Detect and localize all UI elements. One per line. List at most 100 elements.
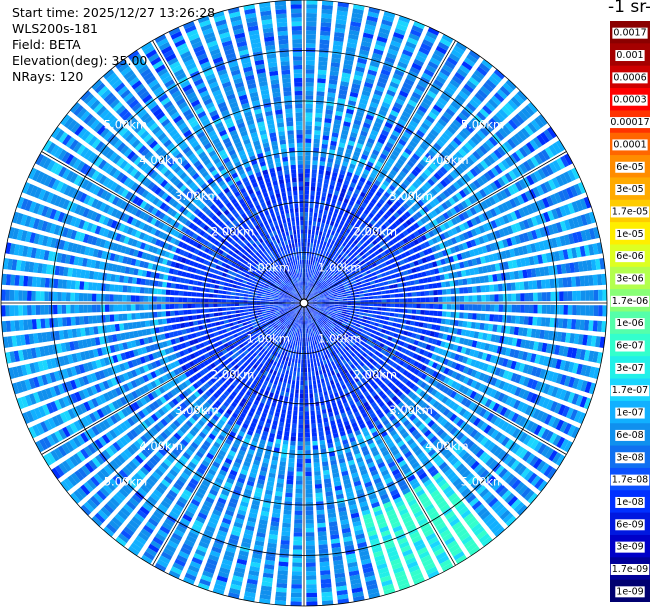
ray-cell [342,303,348,305]
ray-cell [489,304,495,312]
ray-cell [335,277,341,282]
ray-cell [317,74,327,79]
ray-cell [324,307,330,310]
ray-cell [535,214,543,225]
ray-cell [328,269,333,274]
ray-cell [551,223,559,234]
ray-cell [464,142,474,152]
ray-cell [305,536,315,542]
ray-cell [304,367,308,373]
ray-cell [362,286,368,290]
ray-cell [404,211,411,218]
ray-cell [394,303,400,308]
ray-cell [368,277,374,282]
ray-cell [371,97,380,105]
ray-cell [424,94,435,103]
ray-cell [413,58,424,67]
ray-cell [410,29,422,38]
ray-cell [327,274,332,279]
ray-cell [287,379,292,385]
ray-cell [306,592,318,598]
ray-cell [304,380,308,386]
ray-cell [383,281,389,286]
ray-cell [339,220,345,226]
ray-cell [278,469,285,475]
ray-cell [447,143,456,152]
ray-cell [346,190,353,196]
ray-cell [292,562,302,567]
ray-cell [533,304,538,314]
ray-cell [428,230,435,238]
ray-cell [414,166,422,174]
ray-cell [312,151,319,157]
ray-cell [358,287,364,291]
ray-cell [441,149,450,158]
ray-cell [318,169,324,175]
ray-cell [309,273,312,278]
ray-cell [403,309,408,313]
ray-cell [506,237,513,247]
ray-cell [387,321,393,326]
ray-cell [364,81,374,89]
ray-cell [294,506,303,511]
ray-cell [295,484,303,490]
ray-cell [408,172,416,180]
ray-cell [307,333,310,338]
ray-cell [321,382,326,388]
ray-cell [392,73,403,81]
ray-cell [469,330,475,338]
ray-cell [437,311,443,317]
ray-cell [314,292,319,296]
ray-cell [314,392,319,398]
ray-cell [444,199,453,208]
ray-cell [283,435,289,441]
ray-cell [369,258,375,264]
ray-cell [375,260,381,266]
ray-cell [407,256,413,262]
ray-cell [355,300,361,303]
ray-cell [341,279,347,283]
ray-cell [494,218,502,227]
ray-cell [474,237,481,246]
ray-cell [477,246,484,255]
ray-cell [313,290,317,295]
ray-cell [333,282,338,286]
ray-cell [295,384,300,390]
ray-cell [420,196,428,204]
ray-cell [321,148,328,154]
ray-cell [316,305,321,308]
ray-cell [346,279,352,284]
ray-cell [549,278,555,289]
ray-cell [305,73,315,79]
ray-cell [400,252,407,259]
ray-cell [360,94,370,101]
ray-cell [383,97,393,105]
ray-cell [381,19,393,27]
ray-cell [399,205,407,213]
ray-cell [541,253,548,264]
ray-cell [431,245,437,253]
ray-cell [280,391,285,396]
ray-cell [519,163,528,174]
ray-cell [385,242,391,249]
ray-cell [389,196,396,203]
ray-cell [322,386,327,392]
ray-cell [324,363,329,369]
ray-cell [397,19,409,28]
ray-cell [382,125,392,133]
ray-cell [526,328,532,338]
ray-cell [536,280,542,289]
ray-cell [326,166,332,172]
ray-cell [346,171,353,178]
ray-cell [334,297,339,300]
ray-cell [306,597,318,602]
ray-cell [306,553,316,559]
ray-cell [459,287,464,294]
ray-cell [311,173,317,179]
ray-cell [283,509,292,515]
ray-cell [388,284,394,289]
ray-cell [312,156,319,161]
ray-cell [319,552,329,558]
ray-cell [433,49,445,59]
ray-cell [313,358,317,363]
